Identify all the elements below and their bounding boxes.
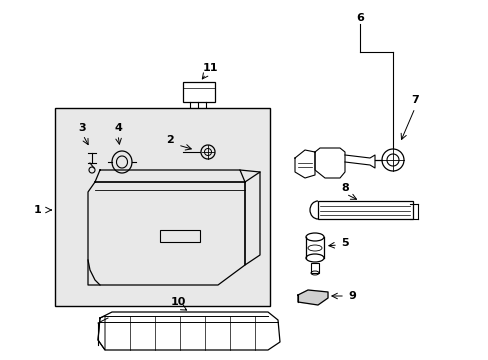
Text: 4: 4	[114, 123, 122, 133]
Text: 3: 3	[78, 123, 85, 133]
Text: 8: 8	[341, 183, 348, 193]
Text: 6: 6	[355, 13, 363, 23]
Bar	[55, 108, 269, 306]
Bar	[310, 263, 318, 273]
Bar	[160, 230, 200, 242]
Text: 10: 10	[170, 297, 185, 307]
Text: 11: 11	[202, 63, 217, 73]
Text: 2: 2	[166, 135, 174, 145]
Bar	[183, 82, 215, 102]
Text: 7: 7	[410, 95, 418, 105]
Text: 9: 9	[347, 291, 355, 301]
Bar	[317, 201, 412, 219]
Text: 1: 1	[34, 205, 42, 215]
Text: 5: 5	[341, 238, 348, 248]
Polygon shape	[297, 290, 327, 305]
